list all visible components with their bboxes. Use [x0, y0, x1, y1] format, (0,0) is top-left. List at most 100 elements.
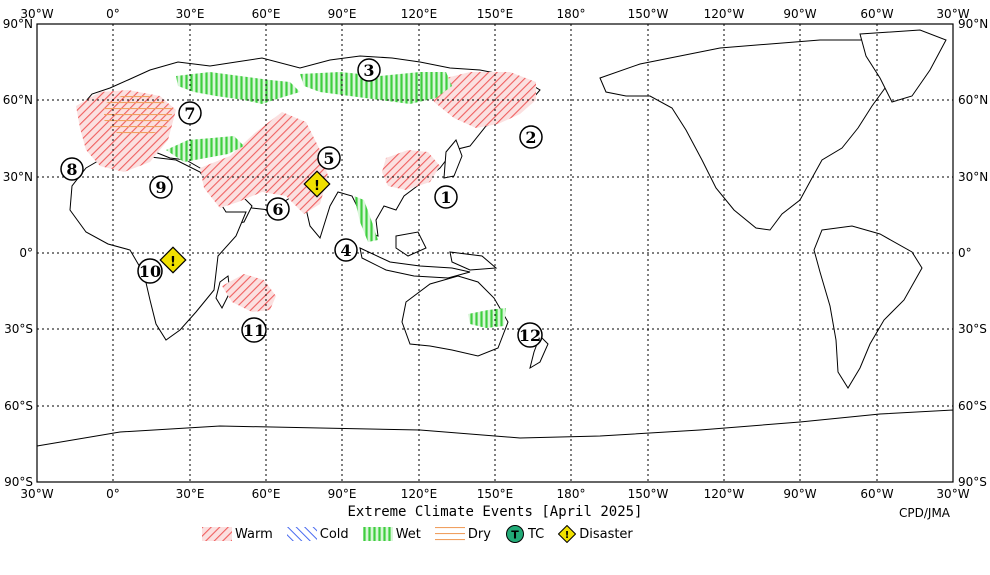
new-guinea-outline — [449, 251, 498, 271]
australia-outline — [401, 275, 509, 357]
lat-label: 90°S — [4, 475, 33, 489]
lon-label: 120°E — [401, 7, 438, 21]
legend-tc-label: TC — [527, 526, 545, 542]
lat-labels-left: 90°N 60°N 30°N 0° 30°S 60°S 90°S — [3, 17, 33, 489]
lon-label: 90°W — [783, 7, 816, 21]
lat-label: 60°N — [958, 93, 988, 107]
event-markers: 1 2 3 4 5 6 7 8 9 10 11 12 — [60, 58, 543, 348]
lat-label: 60°N — [3, 93, 33, 107]
lon-label: 30°E — [176, 7, 205, 21]
lat-label: 60°S — [4, 399, 33, 413]
tc-icon: T — [505, 525, 524, 543]
wet-region-central-asia — [166, 136, 244, 162]
legend-dry-label: Dry — [467, 526, 491, 542]
wet-regions — [166, 72, 506, 328]
warm-swatch-icon — [202, 527, 232, 541]
lon-label: 120°W — [704, 487, 745, 501]
lat-label: 30°N — [958, 170, 988, 184]
legend-warm-label: Warm — [235, 526, 273, 542]
svg-text:11: 11 — [243, 321, 265, 340]
cold-swatch-icon — [286, 527, 317, 541]
map-border — [36, 23, 954, 483]
lon-labels-bottom: 30°W 0° 30°E 60°E 90°E 120°E 150°E 180° … — [20, 487, 969, 501]
lon-label: 30°W — [936, 487, 969, 501]
event-marker-5: 5 — [317, 146, 341, 170]
dry-regions — [104, 92, 174, 138]
wet-swatch-icon — [362, 527, 393, 541]
wet-region-indochina — [354, 196, 378, 242]
lat-labels-right: 90°N 60°N 30°N 0° 30°S 60°S 90°S — [958, 17, 988, 489]
lat-label: 0° — [958, 246, 972, 260]
lon-label: 60°E — [252, 7, 281, 21]
lon-label: 60°W — [860, 7, 893, 21]
maritime-continent-outline — [359, 247, 471, 279]
warm-region-middle-east — [200, 112, 328, 214]
svg-text:!: ! — [565, 530, 570, 541]
wet-region-west-siberia — [176, 72, 300, 104]
event-marker-12: 12 — [517, 322, 543, 348]
lon-label: 120°W — [704, 7, 745, 21]
lon-label: 0° — [106, 487, 120, 501]
disaster-icon: ! — [558, 525, 577, 543]
event-marker-1: 1 — [434, 185, 458, 209]
lon-label: 90°W — [783, 487, 816, 501]
lon-label: 60°E — [252, 487, 281, 501]
warm-region-china — [382, 150, 440, 190]
svg-text:12: 12 — [519, 326, 541, 345]
event-marker-2: 2 — [519, 125, 543, 149]
lon-label: 30°W — [936, 7, 969, 21]
graticule — [37, 24, 953, 482]
lon-label: 60°W — [860, 487, 893, 501]
svg-text:10: 10 — [139, 262, 161, 281]
svg-text:2: 2 — [525, 128, 536, 147]
new-zealand-outline — [529, 335, 549, 370]
event-marker-8: 8 — [60, 157, 84, 181]
lat-label: 90°S — [958, 475, 987, 489]
lon-label: 150°E — [477, 487, 514, 501]
legend-dry: Dry — [434, 526, 491, 542]
legend-cold: Cold — [286, 526, 349, 542]
wet-region-central-siberia — [300, 72, 452, 104]
lat-label: 90°N — [3, 17, 33, 31]
svg-text:1: 1 — [440, 188, 451, 207]
legend-disaster-label: Disaster — [579, 526, 633, 542]
lat-label: 30°N — [3, 170, 33, 184]
greenland-outline — [859, 29, 947, 103]
lon-label: 150°W — [628, 487, 669, 501]
legend-disaster: ! Disaster — [558, 525, 633, 543]
svg-text:8: 8 — [66, 160, 77, 179]
legend-wet-label: Wet — [395, 526, 421, 542]
lon-label: 0° — [106, 7, 120, 21]
event-marker-4: 4 — [334, 238, 358, 262]
lon-label: 120°E — [401, 487, 438, 501]
dry-swatch-icon — [434, 527, 465, 541]
africa-outline — [69, 153, 247, 341]
lon-labels-top: 30°W 0° 30°E 60°E 90°E 120°E 150°E 180° … — [20, 7, 969, 21]
legend-wet: Wet — [362, 526, 421, 542]
legend-warm: Warm — [202, 527, 273, 542]
legend-cold-label: Cold — [319, 526, 349, 542]
dry-region-central-europe — [104, 92, 174, 138]
svg-text:6: 6 — [272, 200, 283, 219]
legend: Warm Cold Wet Dry T TC ! Disaster — [202, 524, 647, 544]
lat-label: 30°S — [4, 322, 33, 336]
svg-text:9: 9 — [155, 178, 166, 197]
north-america-outline — [599, 39, 911, 231]
lon-label: 180° — [557, 487, 586, 501]
disaster-marker: ! — [159, 246, 187, 274]
svg-text:T: T — [511, 529, 519, 542]
lat-label: 90°N — [958, 17, 988, 31]
japan-outline — [443, 139, 463, 179]
lon-label: 90°E — [328, 487, 357, 501]
svg-text:!: ! — [170, 255, 176, 270]
svg-text:5: 5 — [323, 149, 334, 168]
event-marker-6: 6 — [266, 197, 290, 221]
map-title: Extreme Climate Events [April 2025] — [347, 504, 643, 520]
map-credit: CPD/JMA — [899, 506, 950, 520]
south-america-outline — [813, 225, 923, 389]
lon-label: 30°E — [176, 487, 205, 501]
event-marker-9: 9 — [149, 175, 173, 199]
lon-label: 90°E — [328, 7, 357, 21]
lon-label: 180° — [557, 7, 586, 21]
